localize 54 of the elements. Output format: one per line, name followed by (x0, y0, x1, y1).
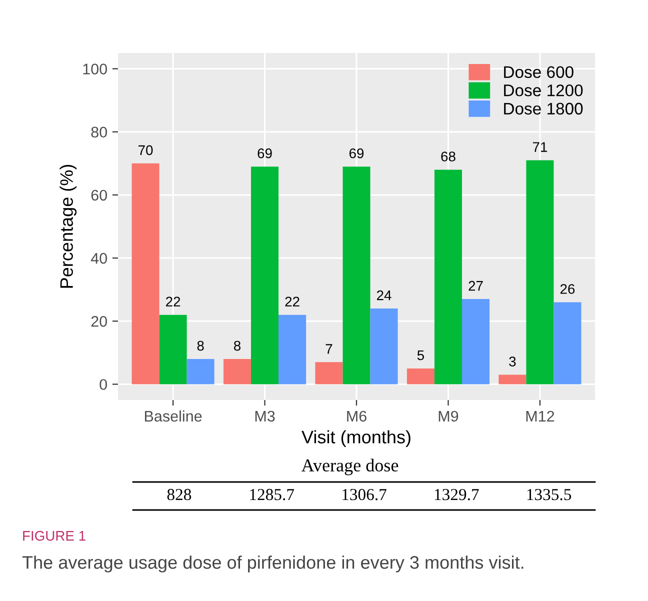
data-label: 22 (166, 296, 180, 306)
bar (526, 160, 554, 384)
bar (278, 314, 306, 384)
text: 1285.7 (250, 488, 294, 500)
bar (251, 166, 279, 384)
y-tick-label: 100 (83, 64, 107, 74)
y-tick-label: 40 (90, 252, 107, 264)
data-label: 8 (234, 340, 241, 351)
y-tick-label: 0 (100, 379, 107, 390)
x-tick-label: M6 (347, 410, 366, 422)
data-label: 22 (285, 296, 300, 306)
bar (406, 368, 434, 384)
y-tick-label: 80 (91, 126, 107, 138)
text: 828 (167, 488, 192, 500)
bar (434, 170, 462, 384)
data-label: 8 (197, 340, 204, 351)
bar (315, 362, 343, 384)
data-label: 5 (417, 350, 424, 360)
data-label: 24 (376, 290, 392, 300)
bar (462, 299, 490, 384)
y-tick-label: 60 (91, 190, 107, 201)
data-label: 27 (468, 280, 483, 291)
data-label: 70 (138, 145, 153, 156)
bar (223, 358, 252, 384)
x-tick-label: M9 (438, 410, 458, 422)
bar (370, 308, 398, 384)
legend-label: Dose 600 (504, 66, 574, 78)
bar (186, 358, 214, 384)
x-tick-label: Baseline (144, 410, 202, 422)
bar (132, 163, 160, 384)
text: 1329.7 (434, 488, 479, 500)
x-tick-label: M3 (255, 410, 275, 422)
data-label: 7 (326, 344, 332, 354)
data-label: 3 (509, 356, 516, 366)
caption: FIGURE 1 (23, 530, 86, 541)
text: 1335.5 (527, 488, 572, 500)
y-axis-title: Percentage (%) (60, 164, 77, 288)
data-label: 69 (349, 148, 364, 158)
legend-label: Dose 1800 (504, 102, 583, 115)
data-label: 71 (532, 142, 548, 152)
legend-label: Dose 1200 (504, 84, 583, 96)
bar (342, 166, 370, 384)
bar (498, 374, 526, 384)
data-label: 26 (560, 284, 575, 294)
x-axis-title: Visit (months) (302, 430, 410, 448)
data-label: 68 (441, 152, 456, 162)
bar (159, 314, 187, 384)
y-tick-label: 20 (91, 316, 107, 327)
x-tick-label: M12 (526, 410, 554, 422)
text: Average dose (301, 458, 398, 476)
bar (554, 302, 582, 384)
text: The average usage dose of pirfenidone in every 3 months visit. (22, 556, 524, 572)
text: 1306.7 (342, 488, 386, 500)
data-label: 69 (258, 148, 272, 158)
